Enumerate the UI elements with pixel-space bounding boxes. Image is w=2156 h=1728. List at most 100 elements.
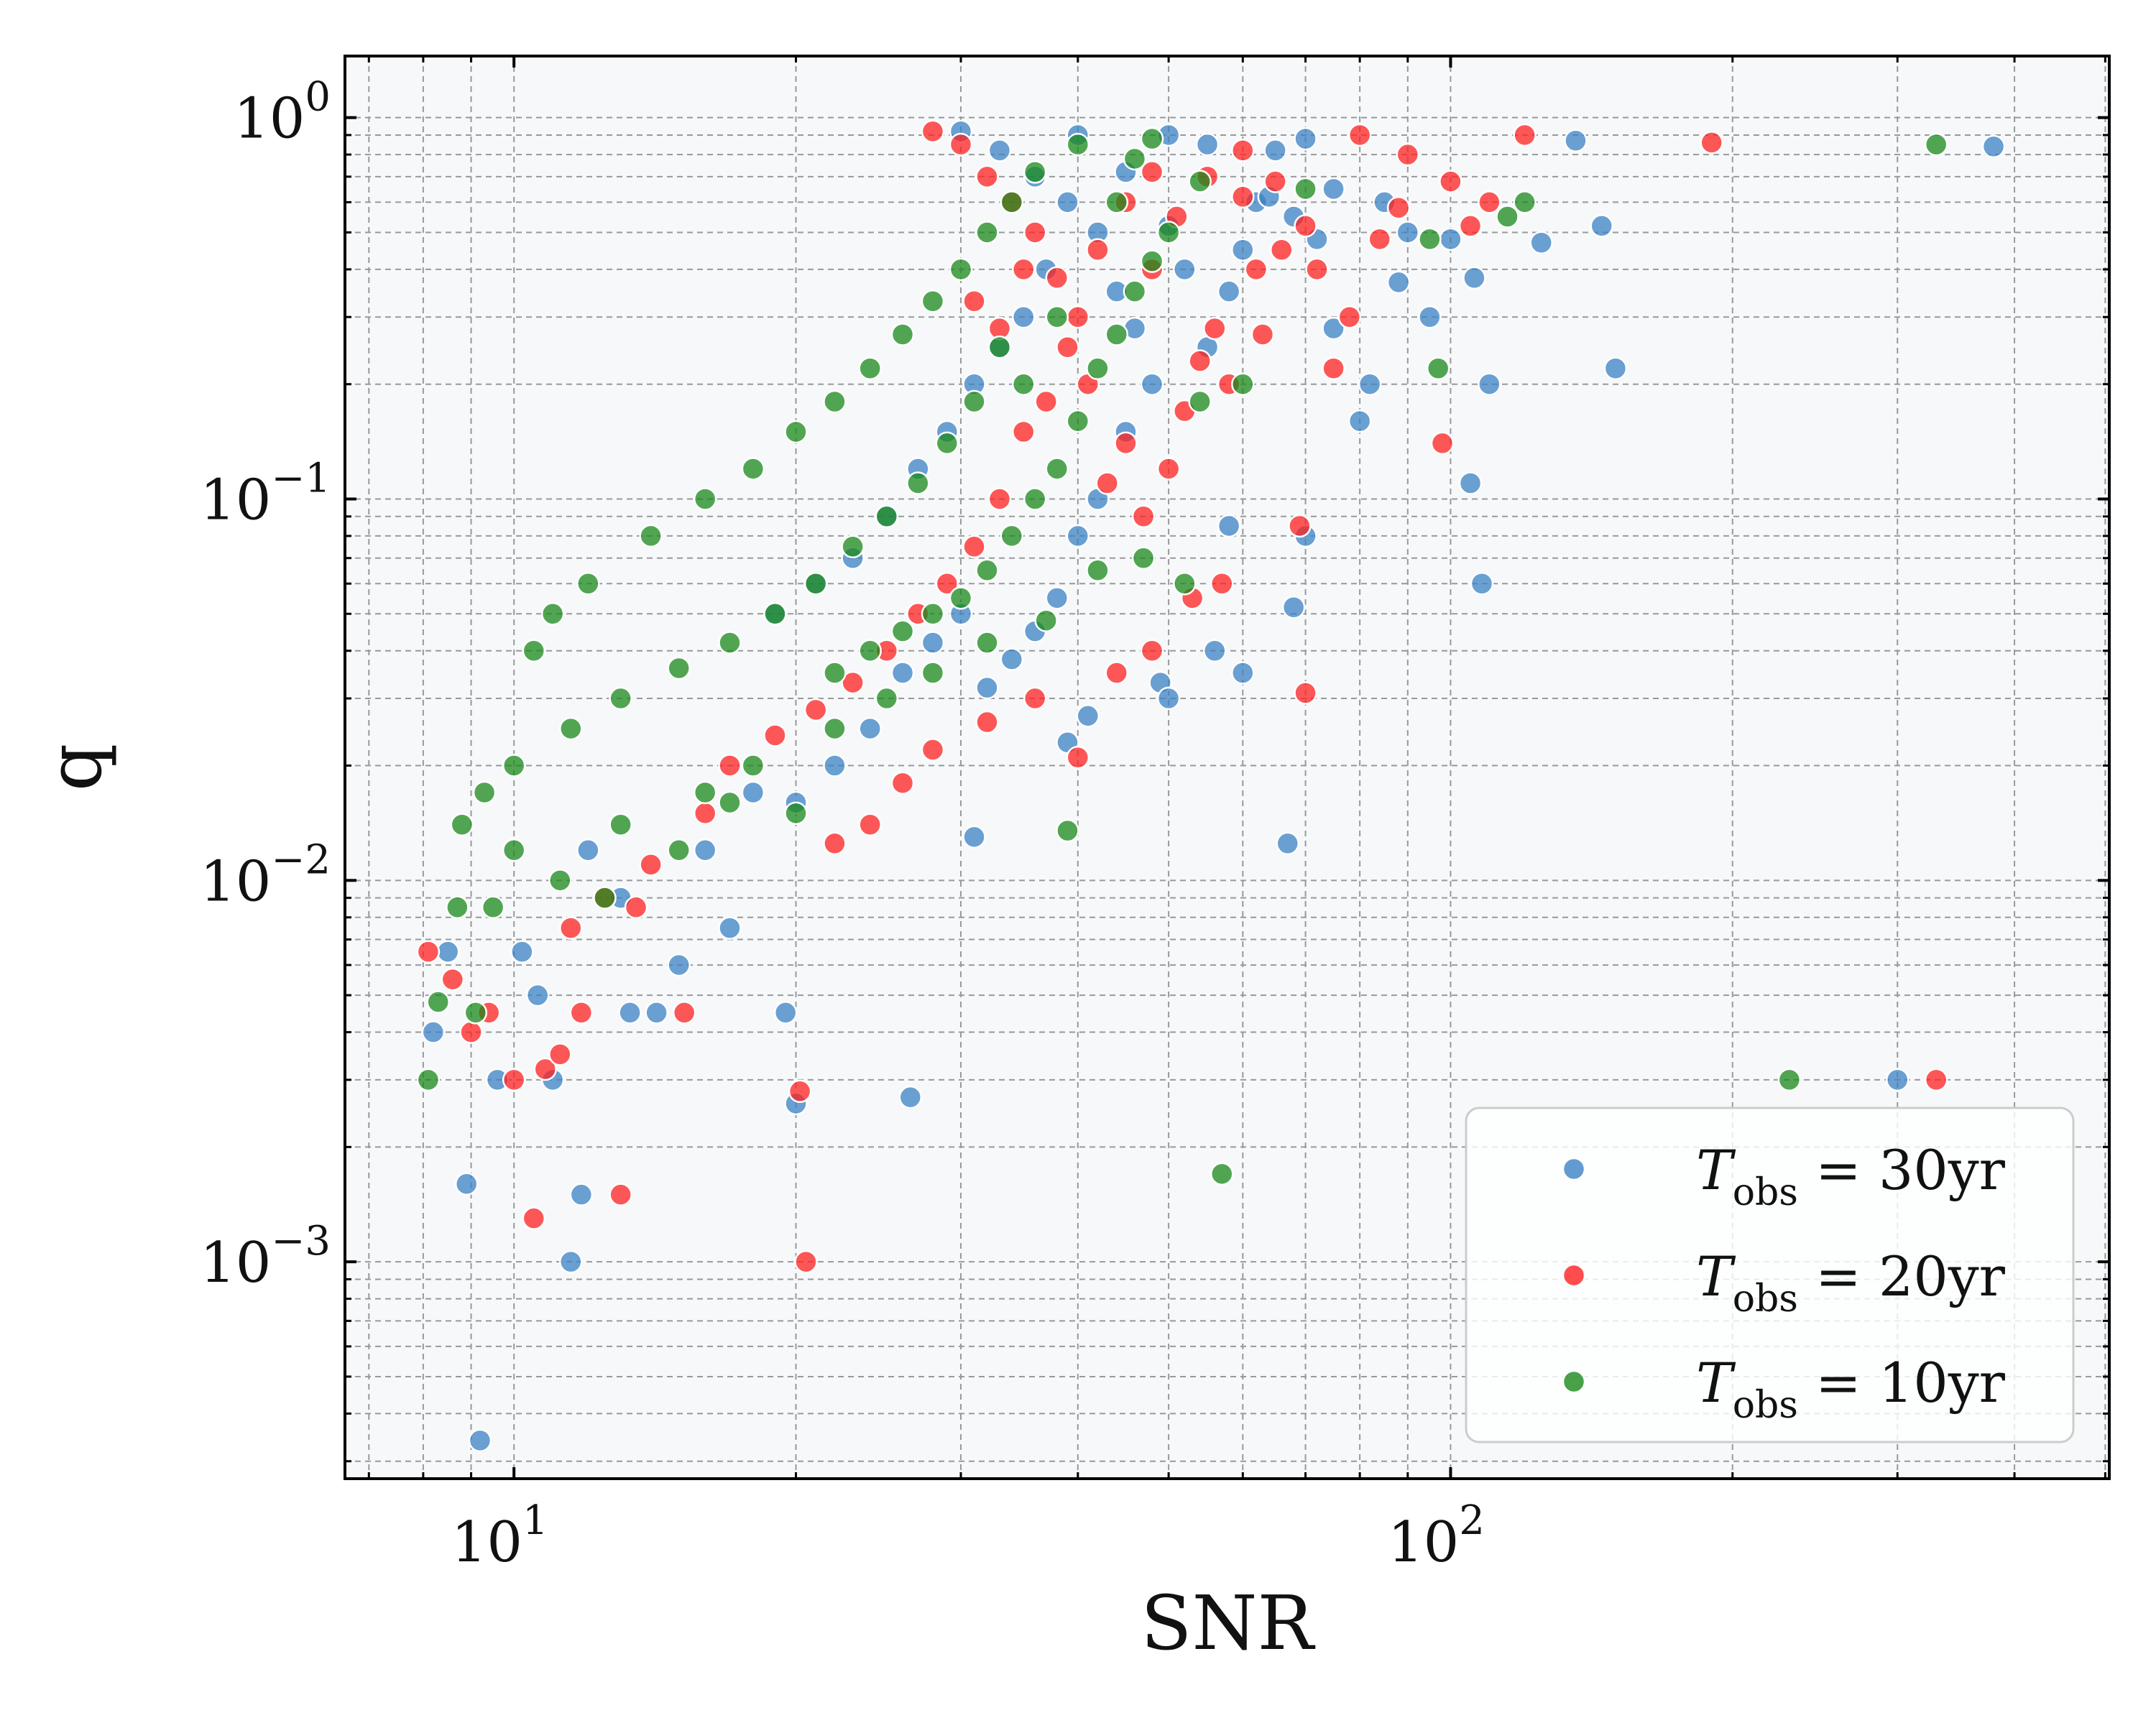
data-point [1294, 126, 1317, 151]
data-point [1023, 221, 1047, 244]
legend-box [1465, 1106, 2075, 1443]
data-point [1294, 177, 1317, 201]
data-point [639, 853, 663, 877]
data-point [823, 754, 847, 777]
y-tick-label: 10−1 [200, 455, 331, 532]
data-point [921, 602, 945, 626]
data-point [1478, 372, 1501, 396]
data-points [416, 119, 2006, 1453]
data-point [1386, 270, 1411, 295]
data-point [1263, 139, 1287, 162]
data-point [763, 724, 787, 747]
data-point [1156, 221, 1181, 244]
data-point [763, 602, 787, 626]
data-point [446, 895, 469, 920]
data-point [1011, 305, 1036, 329]
data-point [459, 1020, 483, 1044]
data-point [1210, 572, 1234, 596]
data-point [1244, 257, 1268, 282]
data-point [693, 780, 717, 805]
data-point [1140, 160, 1164, 184]
data-point [502, 754, 526, 777]
data-point [609, 1183, 632, 1206]
data-point [593, 886, 617, 910]
legend: Tobs = 30yr Tobs = 20yr Tobs = 10yr [1465, 1106, 2075, 1443]
data-point [1156, 457, 1181, 481]
data-point [464, 1001, 488, 1025]
data-point [1023, 160, 1047, 184]
data-point [540, 602, 565, 626]
y-tick-label: 10−3 [200, 1218, 331, 1295]
data-point [1023, 686, 1047, 711]
data-point [1105, 661, 1129, 685]
data-point [1140, 639, 1164, 662]
series-1 [421, 119, 2006, 1453]
data-point [1195, 132, 1220, 157]
data-point [609, 686, 632, 711]
data-point [1086, 558, 1110, 583]
data-point [1000, 524, 1024, 548]
legend-entry: Tobs = 20yr [1562, 1244, 2006, 1321]
data-point [1231, 661, 1255, 685]
data-point [975, 221, 999, 244]
data-point [510, 940, 534, 964]
data-point [1281, 595, 1306, 619]
data-point [454, 1172, 479, 1196]
data-point [1348, 123, 1372, 147]
data-point [1322, 316, 1345, 341]
data-point [718, 631, 742, 655]
data-point [841, 535, 865, 559]
data-point [1034, 609, 1058, 632]
data-point [858, 813, 882, 837]
data-point [1210, 1162, 1234, 1186]
data-point [1231, 372, 1255, 396]
data-point [1458, 214, 1483, 238]
data-point [1288, 514, 1312, 538]
data-point [533, 1057, 557, 1081]
data-point [773, 1001, 798, 1025]
data-point [1529, 231, 1553, 254]
data-point [576, 572, 600, 596]
data-point [1250, 323, 1275, 346]
data-point [975, 558, 999, 583]
data-point [426, 990, 450, 1014]
data-point [1076, 704, 1100, 728]
data-point [522, 639, 546, 662]
data-point [987, 336, 1012, 359]
data-point [1000, 190, 1024, 214]
legend-label: Tobs = 30yr [1696, 1138, 2006, 1214]
data-point [1188, 389, 1212, 414]
data-point [975, 165, 999, 189]
data-point [794, 1249, 818, 1274]
data-point [1105, 190, 1129, 214]
data-point [1462, 266, 1486, 290]
data-point [1140, 126, 1164, 151]
data-point [890, 771, 915, 795]
data-point [1478, 190, 1501, 214]
data-point [921, 119, 945, 144]
data-point [1066, 746, 1090, 770]
data-point [1294, 681, 1317, 705]
legend-entry: Tobs = 10yr [1562, 1351, 2006, 1427]
data-point [890, 661, 915, 685]
data-point [1114, 431, 1138, 456]
legend-label: Tobs = 20yr [1696, 1244, 2006, 1321]
data-point [1396, 142, 1420, 167]
data-point [1564, 129, 1588, 153]
data-point [875, 686, 899, 711]
data-point [1156, 686, 1181, 711]
axes-frame [344, 55, 2111, 1480]
data-point [1513, 123, 1537, 147]
data-point [481, 895, 505, 920]
data-point [921, 661, 945, 685]
data-point [741, 754, 765, 777]
data-point [1217, 514, 1241, 538]
data-point [1217, 279, 1241, 303]
data-point [436, 940, 460, 964]
data-point [1056, 190, 1079, 214]
y-axis-label: q [31, 744, 119, 792]
data-point [548, 869, 572, 892]
data-point [569, 1001, 594, 1025]
data-point [890, 323, 915, 346]
data-point [1603, 356, 1628, 380]
